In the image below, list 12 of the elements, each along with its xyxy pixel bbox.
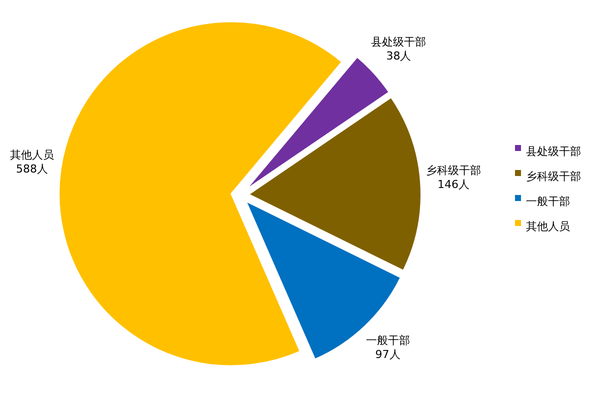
slice-label: 乡科级干部 xyxy=(426,164,481,178)
slice-label: 其他人员 xyxy=(10,148,54,162)
slice-label: 县处级干部 xyxy=(371,35,426,48)
legend-label: 县处级干部 xyxy=(526,145,581,158)
slice-label: 一般干部 xyxy=(366,334,410,347)
data-label: 97人 xyxy=(375,348,400,361)
data-label: 146人 xyxy=(437,178,470,192)
legend-label: 其他人员 xyxy=(526,220,570,234)
legend-label: 乡科级干部 xyxy=(526,170,581,184)
data-label: 588人 xyxy=(16,162,48,176)
data-label: 38人 xyxy=(386,49,412,62)
legend-label: 一般干部 xyxy=(526,195,570,208)
